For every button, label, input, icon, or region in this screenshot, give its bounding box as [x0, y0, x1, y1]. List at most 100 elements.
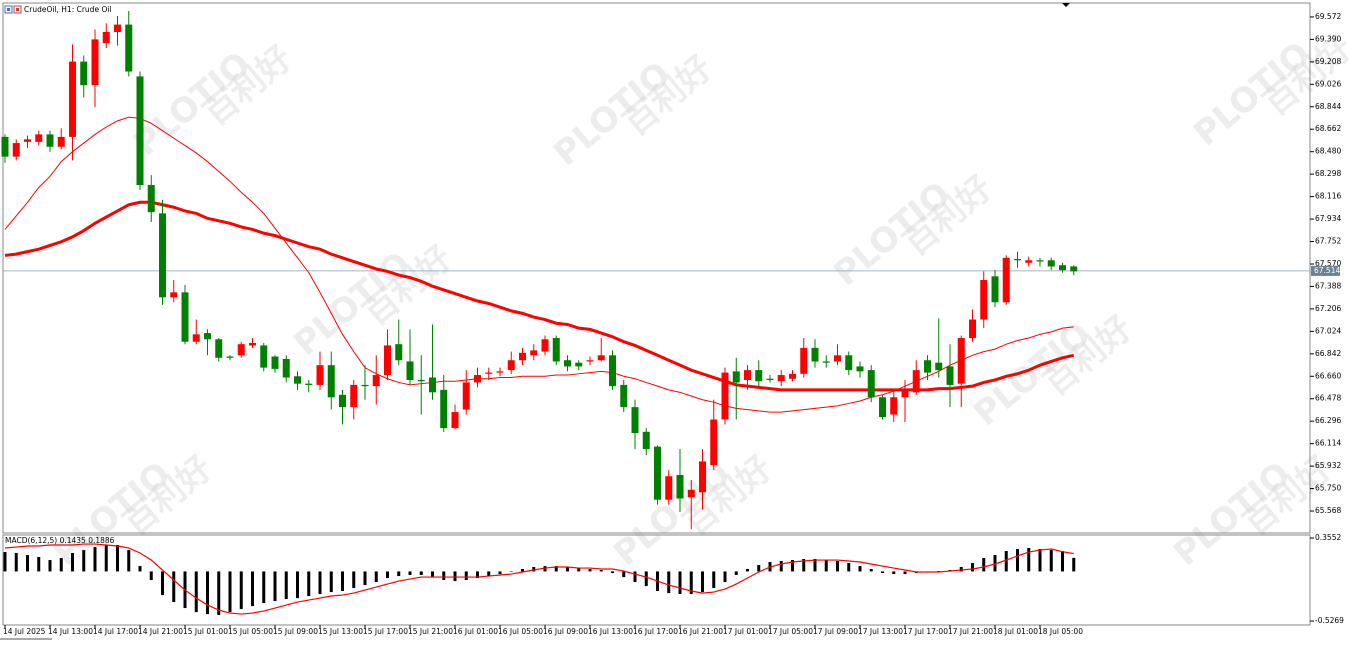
candle-body — [552, 338, 560, 362]
macd-bar — [273, 571, 277, 602]
candle-body — [834, 355, 841, 362]
macd-label: MACD(6,12,5) 0.1435 0.1886 — [5, 536, 115, 545]
candle-body — [957, 338, 965, 384]
macd-bar — [1049, 550, 1053, 572]
macd-bar — [1038, 549, 1042, 572]
candle-body — [507, 360, 515, 371]
macd-bar — [611, 571, 614, 574]
y-tick-label: 67.024 — [1315, 326, 1341, 335]
x-tick-label: 16 Jul 17:00 — [633, 627, 678, 636]
candle-body — [215, 339, 223, 358]
candle-body — [350, 384, 358, 408]
macd-bar — [993, 555, 997, 572]
macd-bar — [341, 571, 344, 592]
y-tick-label: 69.390 — [1315, 34, 1341, 43]
macd-bar — [239, 571, 243, 610]
x-tick-label: 16 Jul 09:00 — [543, 627, 588, 636]
main-frame — [2, 2, 1311, 534]
candle-body — [732, 371, 740, 383]
macd-bar — [206, 571, 209, 615]
x-tick-label: 17 Jul 01:00 — [723, 627, 768, 636]
candle-body — [12, 143, 20, 157]
candle-body — [496, 371, 504, 373]
macd-bar — [408, 571, 412, 576]
candle-body — [924, 360, 931, 373]
macd-bar — [892, 571, 896, 575]
macd-bar — [431, 571, 434, 578]
y-tick-label: 67.934 — [1315, 214, 1341, 223]
macd-bar — [14, 552, 18, 572]
candle-body — [1036, 260, 1044, 262]
macd-bar — [633, 571, 637, 583]
candle-body — [361, 384, 369, 387]
x-tick-label: 16 Jul 05:00 — [498, 627, 543, 636]
macd-bar — [532, 567, 536, 572]
candle-body — [856, 366, 864, 372]
macd-bar — [172, 571, 176, 603]
y-tick-label: 68.844 — [1315, 102, 1341, 111]
candle-body — [327, 365, 335, 398]
macd-bar — [104, 544, 108, 572]
macd-bar — [352, 571, 356, 589]
macd-frame — [2, 534, 1311, 626]
shift-marker — [1062, 3, 1070, 7]
candle-body — [676, 475, 684, 499]
macd-bar — [307, 571, 311, 597]
candle-body — [609, 355, 616, 387]
candle-body — [80, 61, 88, 86]
candle-body — [541, 339, 549, 352]
candle-body — [125, 24, 133, 72]
candle-body — [226, 356, 234, 358]
candle-body — [462, 382, 470, 410]
macd-bar — [26, 555, 29, 572]
macd-bar — [116, 544, 119, 572]
macd-bar — [82, 550, 86, 572]
x-tick-label: 17 Jul 13:00 — [858, 627, 903, 636]
macd-bar — [746, 568, 749, 572]
macd-bar — [37, 557, 41, 572]
macd-bar — [858, 566, 862, 572]
macd-bar — [959, 567, 963, 572]
macd-bar — [251, 571, 254, 607]
macd-bar — [419, 571, 423, 576]
macd-bar — [329, 571, 333, 593]
candle-body — [665, 476, 673, 500]
candle-body — [519, 352, 526, 361]
candle-body — [170, 292, 178, 298]
candle-body — [642, 431, 650, 450]
macd-bar — [937, 571, 941, 572]
macd-bar — [971, 563, 974, 572]
candle-body — [372, 375, 380, 387]
candle-body — [417, 379, 425, 382]
macd-bar — [757, 565, 761, 572]
macd-bar — [149, 571, 153, 580]
candle-body — [710, 419, 718, 466]
macd-bar — [48, 560, 52, 572]
icon — [16, 8, 19, 11]
macd-bar — [318, 571, 322, 595]
candle-body — [260, 345, 268, 368]
last-price-box — [1311, 265, 1340, 276]
candle-body — [687, 489, 695, 498]
macd-bar — [453, 571, 457, 582]
candle-body — [586, 360, 594, 362]
candle-body — [114, 24, 121, 32]
candle-body — [339, 394, 346, 408]
candle-body — [69, 61, 76, 137]
macd-bar — [847, 563, 851, 572]
macd-bar — [161, 571, 164, 596]
candle-body — [1, 136, 9, 157]
macd-bar — [689, 571, 693, 595]
macd-bar — [712, 571, 716, 589]
macd-bar — [194, 571, 198, 613]
y-tick-label: 67.570 — [1315, 259, 1341, 268]
macd-bar — [296, 571, 299, 599]
candle-body — [946, 366, 954, 385]
candle-body — [429, 377, 436, 393]
macd-bar — [881, 571, 884, 574]
macd-bar — [374, 571, 378, 583]
candle-body — [406, 361, 414, 380]
